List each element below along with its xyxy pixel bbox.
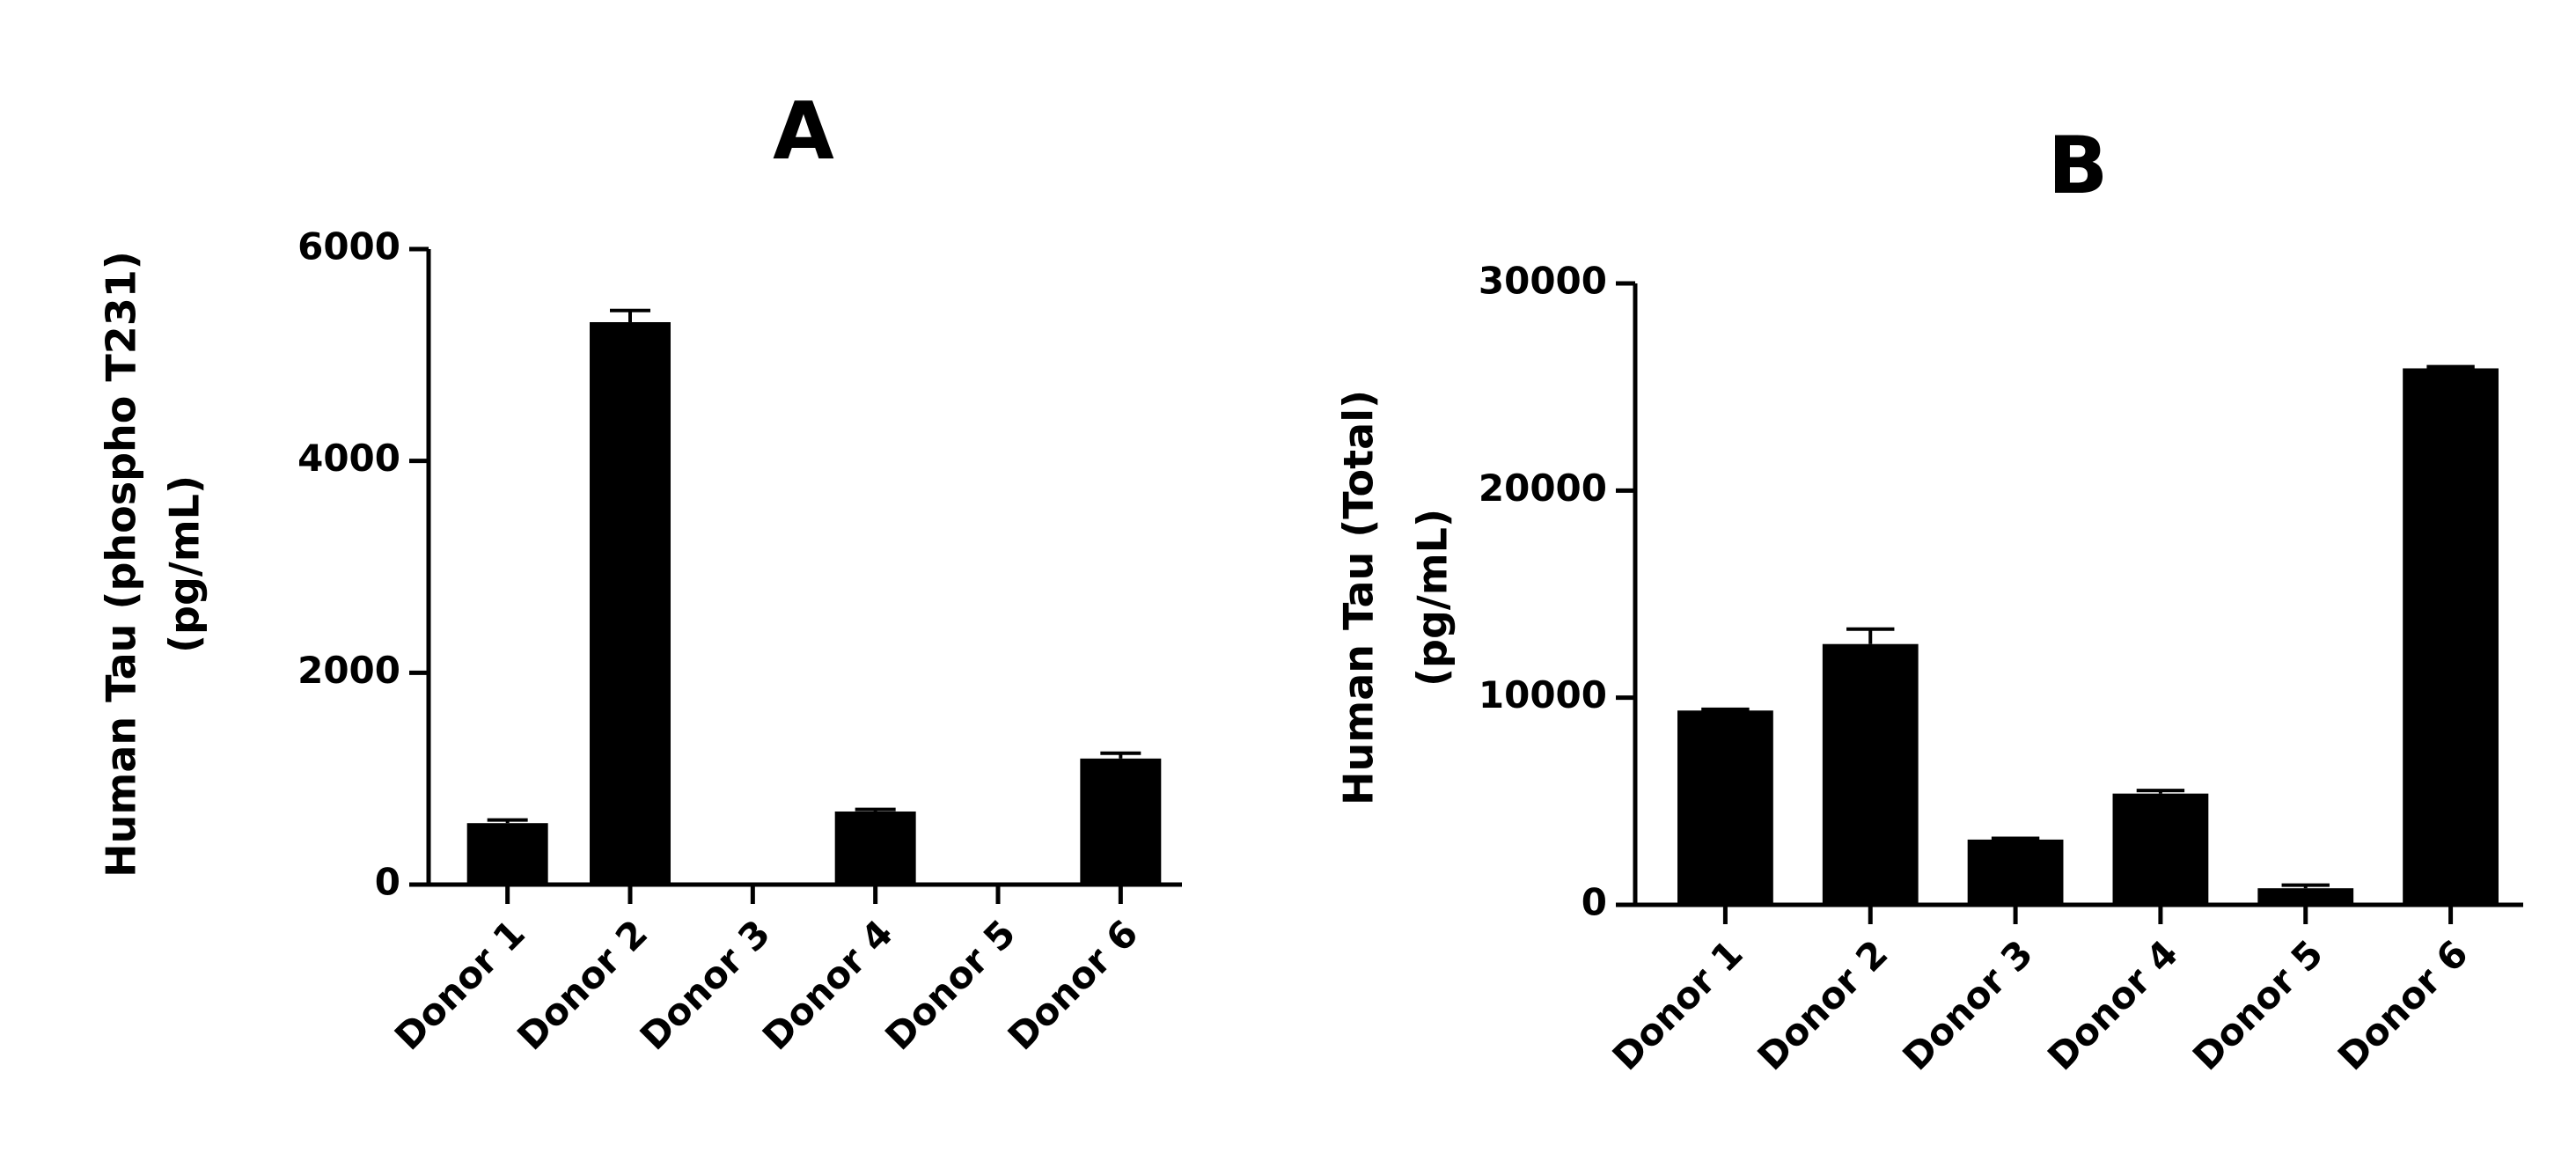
x-tick-label: Donor 6 — [2330, 932, 2477, 1079]
x-tick-label: Donor 3 — [632, 912, 779, 1059]
y-tick-label: 20000 — [1479, 466, 1607, 510]
y-tick-label: 0 — [1582, 881, 1607, 924]
y-axis-label: Human Tau (phospho T231) — [98, 251, 145, 878]
bar — [1080, 758, 1162, 885]
y-axis-label: (pg/mL) — [1409, 509, 1457, 687]
bar — [834, 811, 916, 885]
y-axis-label: (pg/mL) — [161, 475, 209, 653]
y-tick-label: 6000 — [297, 225, 400, 268]
chart-title: B — [2048, 120, 2109, 212]
y-tick-label: 4000 — [297, 437, 400, 480]
bar — [1677, 710, 1773, 905]
x-tick-label: Donor 6 — [1000, 912, 1147, 1059]
x-tick-label: Donor 1 — [1604, 932, 1751, 1079]
x-tick-label: Donor 3 — [1894, 932, 2041, 1079]
x-tick-label: Donor 2 — [1750, 932, 1897, 1079]
x-tick-label: Donor 5 — [2184, 932, 2331, 1079]
bar — [590, 322, 671, 885]
x-tick-label: Donor 5 — [877, 912, 1024, 1059]
bar — [2257, 888, 2354, 905]
x-tick-label: Donor 4 — [2039, 932, 2186, 1079]
bar — [1822, 643, 1919, 905]
bar — [1967, 839, 2064, 905]
chart-title: A — [773, 85, 834, 178]
y-axis-label: Human Tau (Total) — [1335, 390, 1383, 805]
y-tick-label: 0 — [375, 861, 400, 904]
y-tick-label: 2000 — [297, 649, 400, 692]
bar — [466, 823, 548, 885]
x-tick-label: Donor 2 — [509, 912, 656, 1059]
bar — [2403, 368, 2499, 905]
bar — [2112, 793, 2209, 905]
x-tick-label: Donor 1 — [386, 912, 533, 1059]
y-tick-label: 10000 — [1479, 673, 1607, 716]
x-tick-label: Donor 4 — [754, 912, 901, 1059]
y-tick-label: 30000 — [1479, 260, 1607, 303]
